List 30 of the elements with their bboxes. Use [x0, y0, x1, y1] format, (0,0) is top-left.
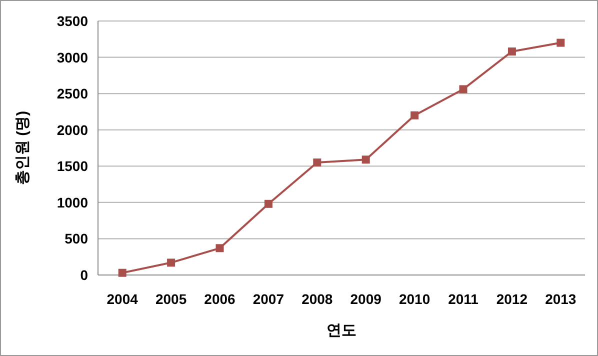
point [459, 85, 468, 94]
x-tick-label: 2006 [204, 291, 236, 307]
x-tick-label: 2009 [350, 291, 382, 307]
x-tick-label: 2011 [448, 291, 479, 307]
y-tick-label: 1000 [56, 194, 88, 210]
point [508, 47, 516, 56]
point [264, 200, 272, 208]
point [313, 158, 322, 167]
x-tick-label: 2007 [252, 291, 284, 307]
x-tick-label: 2012 [496, 291, 528, 307]
y-tick-label: 2000 [56, 122, 88, 138]
x-tick-label: 2005 [155, 291, 187, 307]
y-axis-title: 총인원 (명) [14, 110, 31, 186]
y-tick-label: 2500 [56, 86, 88, 102]
point [556, 38, 565, 47]
y-tick-label: 500 [64, 230, 88, 247]
y-tick-label: 1500 [56, 158, 88, 174]
y-tick-label: 0 [80, 267, 88, 283]
x-tick-label: 2010 [398, 291, 430, 307]
point [118, 268, 126, 277]
y-tick-label: 3000 [56, 49, 88, 66]
y-tick-label: 3500 [56, 13, 88, 29]
point [410, 111, 419, 120]
point [167, 258, 176, 267]
x-tick-label: 2004 [106, 291, 138, 307]
x-tick-label: 2013 [545, 291, 576, 307]
x-axis-title: 연도 [326, 322, 356, 339]
point [216, 244, 224, 252]
point [362, 156, 370, 164]
x-tick-label: 2008 [302, 291, 333, 307]
